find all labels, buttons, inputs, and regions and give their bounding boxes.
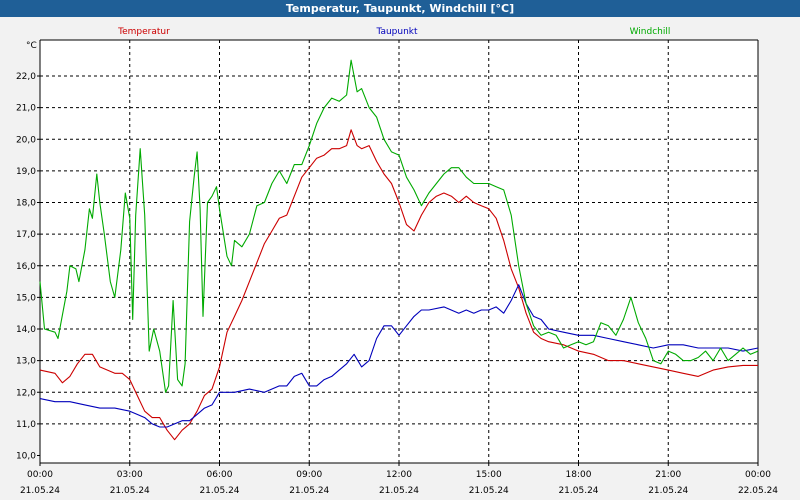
y-axis-unit-label: °C <box>26 41 37 51</box>
x-tick-date-label: 21.05.24 <box>20 486 60 496</box>
x-tick-time-label: 03:00 <box>117 470 143 480</box>
y-tick-label: 22,0 <box>16 72 36 82</box>
x-tick-date-label: 21.05.24 <box>110 486 150 496</box>
x-tick-time-label: 00:00 <box>27 470 53 480</box>
y-tick-label: 15,0 <box>16 293 36 303</box>
x-tick-time-label: 21:00 <box>655 470 681 480</box>
legend-label-windchill: Windchill <box>630 27 671 37</box>
y-tick-label: 18,0 <box>16 199 36 209</box>
grid-lines <box>40 40 758 463</box>
y-tick-label: 11,0 <box>16 420 36 430</box>
x-tick-date-label: 22.05.24 <box>738 486 778 496</box>
y-tick-label: 21,0 <box>16 104 36 114</box>
y-tick-label: 12,0 <box>16 388 36 398</box>
y-tick-label: 10,0 <box>16 452 36 462</box>
x-tick-date-label: 21.05.24 <box>199 486 239 496</box>
x-tick-date-label: 21.05.24 <box>648 486 688 496</box>
series-line-taupunkt <box>39 284 759 428</box>
y-tick-label: 13,0 <box>16 357 36 367</box>
y-tick-label: 14,0 <box>16 325 36 335</box>
y-tick-label: 16,0 <box>16 262 36 272</box>
series-line-windchill <box>39 59 759 393</box>
y-tick-label: 19,0 <box>16 167 36 177</box>
legend-label-temperatur: Temperatur <box>117 27 170 37</box>
legend: Temperatur Taupunkt Windchill <box>117 27 670 37</box>
x-tick-time-label: 18:00 <box>566 470 592 480</box>
x-tick-time-label: 15:00 <box>476 470 502 480</box>
x-tick-time-label: 12:00 <box>386 470 412 480</box>
x-tick-date-label: 21.05.24 <box>469 486 509 496</box>
x-tick-time-label: 00:00 <box>745 470 771 480</box>
x-tick-date-label: 21.05.24 <box>379 486 419 496</box>
series-lines <box>39 59 759 441</box>
y-axis-ticks: 10,0 11,0 12,0 13,0 14,0 15,0 16,0 17,0 18,0 19,0… <box>16 72 40 462</box>
legend-label-taupunkt: Taupunkt <box>375 27 418 37</box>
y-tick-label: 17,0 <box>16 230 36 240</box>
x-tick-date-label: 21.05.24 <box>289 486 329 496</box>
y-tick-label: 20,0 <box>16 135 36 145</box>
series-line-temperatur <box>39 129 758 441</box>
chart-area: 10,0 11,0 12,0 13,0 14,0 15,0 16,0 17,0 18,0 19,0… <box>0 17 800 500</box>
x-tick-date-label: 21.05.24 <box>558 486 598 496</box>
x-tick-time-label: 09:00 <box>296 470 322 480</box>
chart-title: Temperatur, Taupunkt, Windchill [°C] <box>0 0 800 17</box>
x-axis-ticks: 00:00 21.05.24 03:00 21.05.24 06:00 21.05.24 0… <box>20 463 778 496</box>
x-tick-time-label: 06:00 <box>207 470 233 480</box>
